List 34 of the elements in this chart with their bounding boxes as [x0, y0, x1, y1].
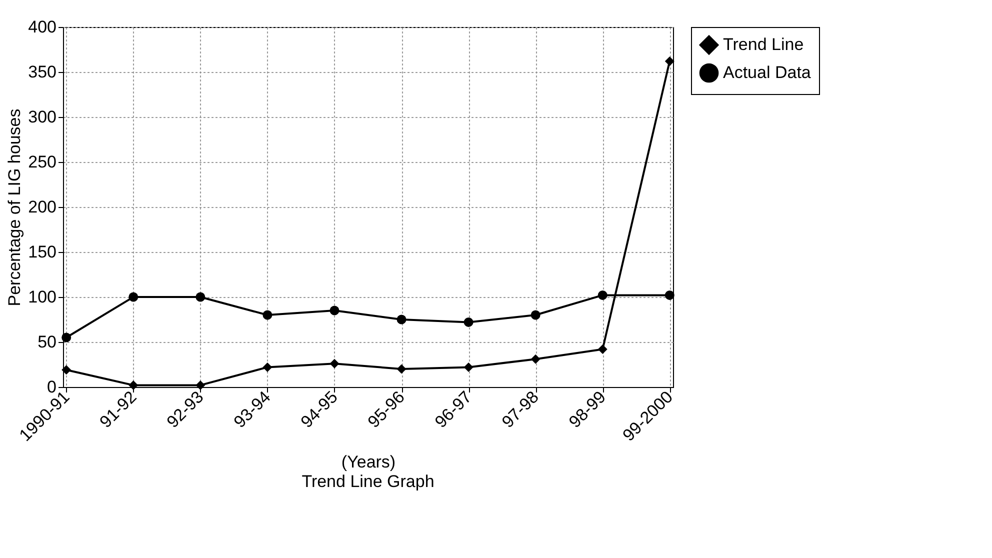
point	[664, 290, 674, 300]
point	[62, 332, 72, 342]
y-tick-label: 250	[28, 152, 56, 172]
point	[464, 317, 474, 327]
point	[396, 314, 406, 324]
legend-label: Trend Line	[723, 35, 804, 54]
y-tick-label: 350	[28, 62, 56, 82]
point	[196, 292, 206, 302]
y-tick-label: 50	[38, 332, 56, 352]
point	[330, 358, 340, 368]
point	[464, 362, 474, 372]
point	[330, 306, 340, 316]
point	[396, 364, 406, 374]
y-tick-label: 0	[47, 378, 56, 396]
point	[598, 290, 608, 300]
point	[598, 344, 608, 354]
point	[128, 380, 138, 390]
point	[62, 365, 72, 375]
point	[128, 292, 138, 302]
text: Trend Line Graph	[302, 472, 434, 491]
point	[530, 354, 540, 364]
y-tick-label: 100	[28, 288, 56, 306]
point	[530, 310, 540, 320]
point	[196, 380, 206, 390]
y-tick-label: 200	[28, 198, 56, 216]
x-axis-title: (Years)	[341, 452, 396, 472]
y-tick-label: 150	[28, 242, 56, 262]
y-tick-label: 400	[28, 18, 56, 36]
legend-label: Actual Data	[723, 63, 812, 82]
point	[262, 310, 272, 320]
y-axis-title: Percentage of LIG houses	[5, 108, 24, 306]
point	[664, 56, 674, 66]
y-tick-label: 300	[28, 108, 56, 126]
point	[262, 362, 272, 372]
